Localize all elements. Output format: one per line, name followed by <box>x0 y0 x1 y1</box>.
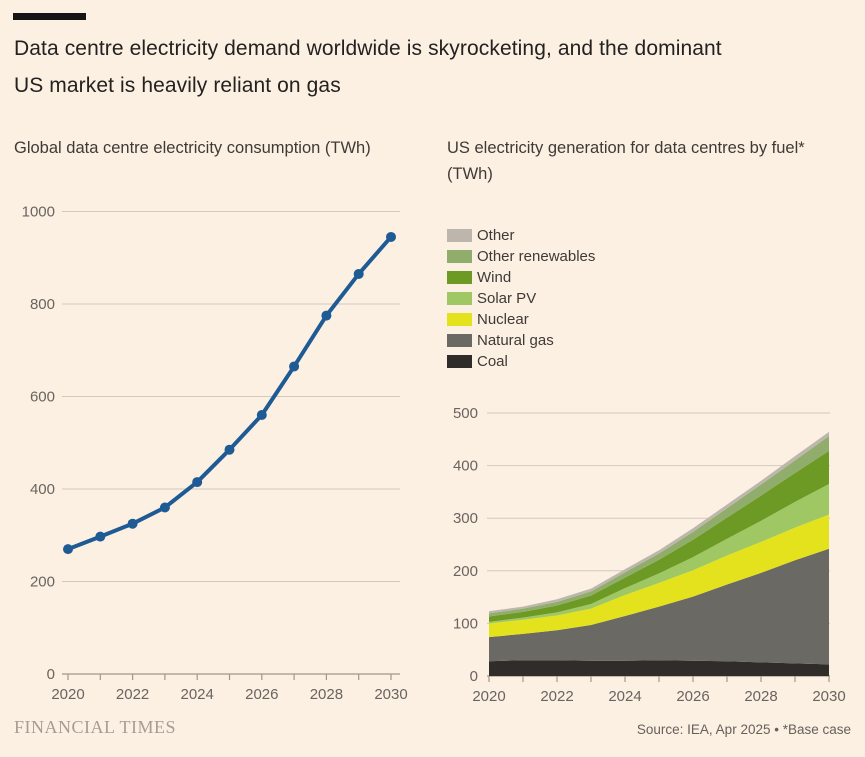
source-note: Source: IEA, Apr 2025 • *Base case <box>636 722 851 737</box>
legend-item-other-renewables: Other renewables <box>447 246 595 267</box>
legend-item-solar-pv: Solar PV <box>447 288 595 309</box>
right-chart-x-tick-label: 2026 <box>676 688 709 705</box>
kicker-bar <box>13 13 86 20</box>
fuel-legend: Other Other renewables Wind Solar PV Nuclear… <box>447 225 595 372</box>
consumption-point <box>256 410 267 420</box>
consumption-point <box>353 268 364 279</box>
consumption-point <box>192 477 203 488</box>
legend-swatch <box>447 229 472 242</box>
right-chart-y-tick-label: 0 <box>470 668 478 685</box>
consumption-point <box>63 544 73 555</box>
consumption-point <box>95 531 106 542</box>
legend-item-coal: Coal <box>447 351 595 372</box>
consumption-point <box>127 518 138 529</box>
left-chart-x-tick-label: 2020 <box>51 686 84 703</box>
left-chart-x-tick-label: 2024 <box>181 686 214 703</box>
left-chart-x-tick-label: 2026 <box>245 686 278 703</box>
right-chart-title-line1: US electricity generation for data centr… <box>447 139 805 157</box>
consumption-line <box>66 234 393 552</box>
legend-item-nuclear: Nuclear <box>447 309 595 330</box>
left-chart-y-tick-label: 400 <box>30 481 55 498</box>
consumption-point <box>321 310 332 321</box>
legend-label: Solar PV <box>477 290 537 307</box>
legend-item-other: Other <box>447 225 595 246</box>
right-chart-y-tick-label: 500 <box>453 405 478 422</box>
left-chart-y-tick-label: 0 <box>47 666 55 683</box>
legend-swatch <box>447 355 472 368</box>
right-chart-title-line2: (TWh) <box>447 165 493 183</box>
consumption-point <box>159 502 170 513</box>
consumption-point <box>224 444 235 455</box>
left-chart-x-tick-label: 2028 <box>310 686 343 703</box>
left-chart-x-tick-label: 2030 <box>374 686 407 703</box>
legend-swatch <box>447 250 472 263</box>
legend-swatch <box>447 334 472 347</box>
consumption-point <box>289 361 300 372</box>
legend-label: Other renewables <box>477 248 596 265</box>
page-title-line1: Data centre electricity demand worldwide… <box>14 37 722 60</box>
legend-swatch <box>447 313 472 326</box>
ft-logo: FINANCIAL TIMES <box>14 717 177 737</box>
left-chart-y-tick-label: 200 <box>30 574 55 591</box>
area-series-nuclear <box>489 514 829 638</box>
right-chart-y-tick-label: 300 <box>453 510 478 527</box>
right-chart-x-tick-label: 2030 <box>812 688 845 705</box>
page-title: Data centre electricity demand worldwide… <box>14 30 859 104</box>
area-series-coal <box>489 660 829 676</box>
page-title-line2: US market is heavily reliant on gas <box>14 74 341 97</box>
legend-label: Wind <box>477 269 512 286</box>
left-chart-y-tick-label: 1000 <box>22 204 55 221</box>
legend-swatch <box>447 271 472 284</box>
left-chart-title: Global data centre electricity consumpti… <box>14 139 371 157</box>
legend-label: Coal <box>477 353 508 370</box>
consumption-point <box>386 231 396 242</box>
legend-label: Natural gas <box>477 332 554 349</box>
legend-item-natural-gas: Natural gas <box>447 330 595 351</box>
legend-label: Nuclear <box>477 311 529 328</box>
left-chart-x-tick-label: 2022 <box>116 686 149 703</box>
right-chart-x-tick-label: 2024 <box>608 688 641 705</box>
right-chart-x-tick-label: 2022 <box>540 688 573 705</box>
right-chart-x-tick-label: 2020 <box>472 688 505 705</box>
legend-label: Other <box>477 227 515 244</box>
left-chart-y-tick-label: 600 <box>30 389 55 406</box>
left-chart-y-tick-label: 800 <box>30 296 55 313</box>
legend-item-wind: Wind <box>447 267 595 288</box>
right-chart-y-tick-label: 100 <box>453 615 478 632</box>
right-chart-y-tick-label: 200 <box>453 563 478 580</box>
right-chart-y-tick-label: 400 <box>453 458 478 475</box>
legend-swatch <box>447 292 472 305</box>
right-chart-x-tick-label: 2028 <box>744 688 777 705</box>
